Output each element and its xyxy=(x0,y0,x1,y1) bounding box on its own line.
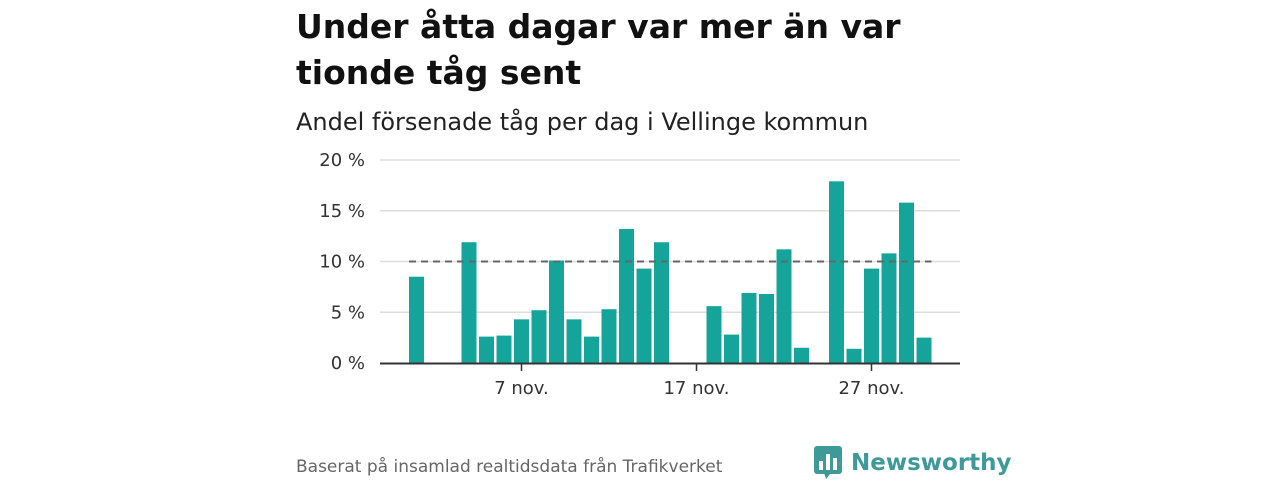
x-tick-label: 17 nov. xyxy=(663,378,729,399)
chart-title: Under åtta dagar var mer än var tionde t… xyxy=(296,7,901,92)
newsworthy-brand: Newsworthy xyxy=(814,446,1012,480)
x-tick-label: 7 nov. xyxy=(494,378,549,399)
bar xyxy=(496,335,512,363)
y-tick-label: 5 % xyxy=(331,302,365,323)
bar xyxy=(584,336,599,363)
bar xyxy=(899,202,914,363)
bar xyxy=(794,347,809,363)
bar xyxy=(619,229,634,363)
y-tick-label: 10 % xyxy=(319,252,365,273)
bar xyxy=(531,310,547,363)
bar xyxy=(916,337,932,363)
bar xyxy=(636,268,652,363)
bar xyxy=(846,348,862,363)
bar-chart: 0 % 5 % 10 % 15 % 20 % 7 nov. 17 nov. 27 nov. xyxy=(319,150,960,399)
bar xyxy=(549,260,564,363)
source-note: Baserat på insamlad realtidsdata från Tr… xyxy=(296,457,723,477)
bar xyxy=(759,293,774,363)
bar xyxy=(881,253,897,363)
bar xyxy=(654,242,669,363)
bar xyxy=(479,336,494,363)
y-tick-label: 0 % xyxy=(331,353,365,374)
y-tick-label: 15 % xyxy=(319,201,365,222)
bar xyxy=(829,181,844,363)
brand-name: Newsworthy xyxy=(851,450,1012,476)
bar xyxy=(601,309,617,363)
bar xyxy=(741,292,757,363)
chart-subtitle: Andel försenade tåg per dag i Vellinge k… xyxy=(296,108,869,136)
bar xyxy=(409,276,424,363)
x-tick-label: 27 nov. xyxy=(838,378,904,399)
bar xyxy=(864,268,879,363)
bar xyxy=(776,249,792,363)
bar xyxy=(724,334,739,363)
bar xyxy=(461,242,477,363)
bar xyxy=(706,306,722,363)
newsworthy-logo-icon xyxy=(814,446,842,479)
bar xyxy=(514,319,529,363)
y-tick-label: 20 % xyxy=(319,150,365,171)
bar xyxy=(566,319,582,363)
